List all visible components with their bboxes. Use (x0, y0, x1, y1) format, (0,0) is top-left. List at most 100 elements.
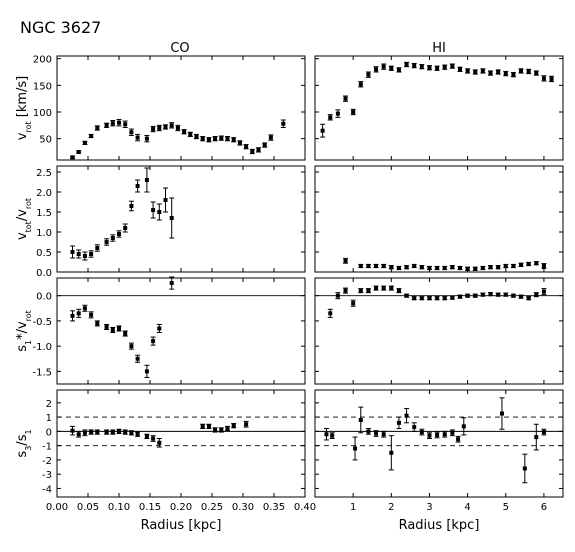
data-point (503, 70, 509, 77)
panel-HI-row2 (314, 165, 564, 273)
marker (511, 293, 516, 298)
data-point (480, 292, 486, 297)
x-tick-label: 0.25 (201, 502, 223, 513)
marker (95, 246, 100, 250)
y-tick-label: 2.0 (36, 188, 52, 199)
marker (144, 369, 149, 374)
data-point (128, 200, 134, 212)
data-point (488, 265, 494, 270)
marker (480, 266, 485, 270)
data-point (472, 69, 478, 75)
y-axis-label: s3/s1 (15, 429, 33, 457)
data-point (434, 431, 440, 439)
marker (104, 240, 109, 244)
y-tick-label: 1.5 (36, 208, 52, 219)
data-point (110, 326, 116, 334)
data-point (350, 299, 356, 307)
marker (244, 422, 249, 427)
marker (157, 210, 162, 214)
data-point (526, 261, 532, 267)
data-point (194, 133, 199, 140)
x-tick-label: 0.30 (232, 502, 254, 513)
marker (104, 123, 109, 128)
marker (268, 135, 273, 140)
marker (206, 137, 211, 142)
marker (457, 67, 462, 72)
data-point (388, 65, 394, 71)
marker (328, 115, 333, 120)
y-tick-label: -1 (42, 442, 52, 453)
marker (219, 136, 224, 141)
marker (519, 294, 524, 299)
x-tick-label: 0.05 (77, 502, 99, 513)
marker (534, 71, 539, 76)
x-tick-label: 0.35 (263, 502, 285, 513)
marker (404, 293, 409, 298)
data-point (262, 142, 268, 148)
panel-CO-row3: 0.0 -0.5 -1.0 -1.5 s1*/vrot (15, 276, 306, 385)
data-point (461, 417, 467, 436)
data-point (465, 68, 471, 74)
marker (117, 429, 121, 434)
marker (541, 289, 546, 294)
data-point (396, 67, 402, 73)
marker (465, 293, 470, 298)
data-point (365, 71, 371, 78)
data-point (82, 429, 88, 437)
data-point (156, 203, 162, 221)
data-point (404, 293, 410, 298)
marker (427, 433, 432, 438)
data-point (350, 108, 356, 116)
marker (95, 430, 100, 435)
x-tick-label: 0.20 (170, 502, 192, 513)
marker (76, 432, 81, 437)
data-point (442, 296, 448, 301)
marker (117, 326, 121, 331)
marker (442, 296, 447, 301)
marker (262, 143, 267, 148)
data-point (150, 125, 156, 133)
marker (374, 264, 379, 268)
data-point (503, 263, 509, 269)
marker (135, 356, 140, 361)
marker (435, 266, 440, 270)
marker (151, 436, 156, 441)
data-point (156, 124, 162, 132)
marker (503, 264, 508, 268)
marker (123, 430, 128, 435)
x-tick-label: 0.10 (108, 502, 130, 513)
data-point (150, 435, 156, 442)
data-point (343, 95, 349, 102)
marker (169, 123, 174, 128)
marker (404, 62, 409, 67)
y-tick-label: 200 (33, 55, 52, 66)
data-point (457, 294, 463, 299)
data-point (426, 432, 432, 440)
marker (70, 428, 75, 433)
data-point (122, 120, 128, 128)
marker (435, 432, 440, 437)
data-point (116, 325, 122, 332)
marker (450, 295, 455, 300)
marker (419, 64, 424, 69)
marker (396, 288, 401, 293)
data-point (144, 134, 150, 143)
data-point (434, 65, 440, 71)
axes-frame (56, 389, 306, 498)
marker (95, 321, 100, 326)
marker (104, 324, 109, 329)
data-point (76, 150, 82, 154)
data-point (419, 296, 425, 301)
marker (381, 432, 386, 437)
panel-HI-row3 (314, 277, 564, 385)
marker (110, 236, 115, 240)
marker (244, 144, 249, 149)
data-point (442, 265, 448, 271)
marker (82, 140, 87, 145)
data-point (449, 295, 455, 300)
data-point (365, 428, 371, 435)
data-point (243, 144, 249, 150)
marker (442, 65, 447, 70)
y-tick-label: 1 (46, 413, 52, 424)
marker (129, 204, 134, 208)
